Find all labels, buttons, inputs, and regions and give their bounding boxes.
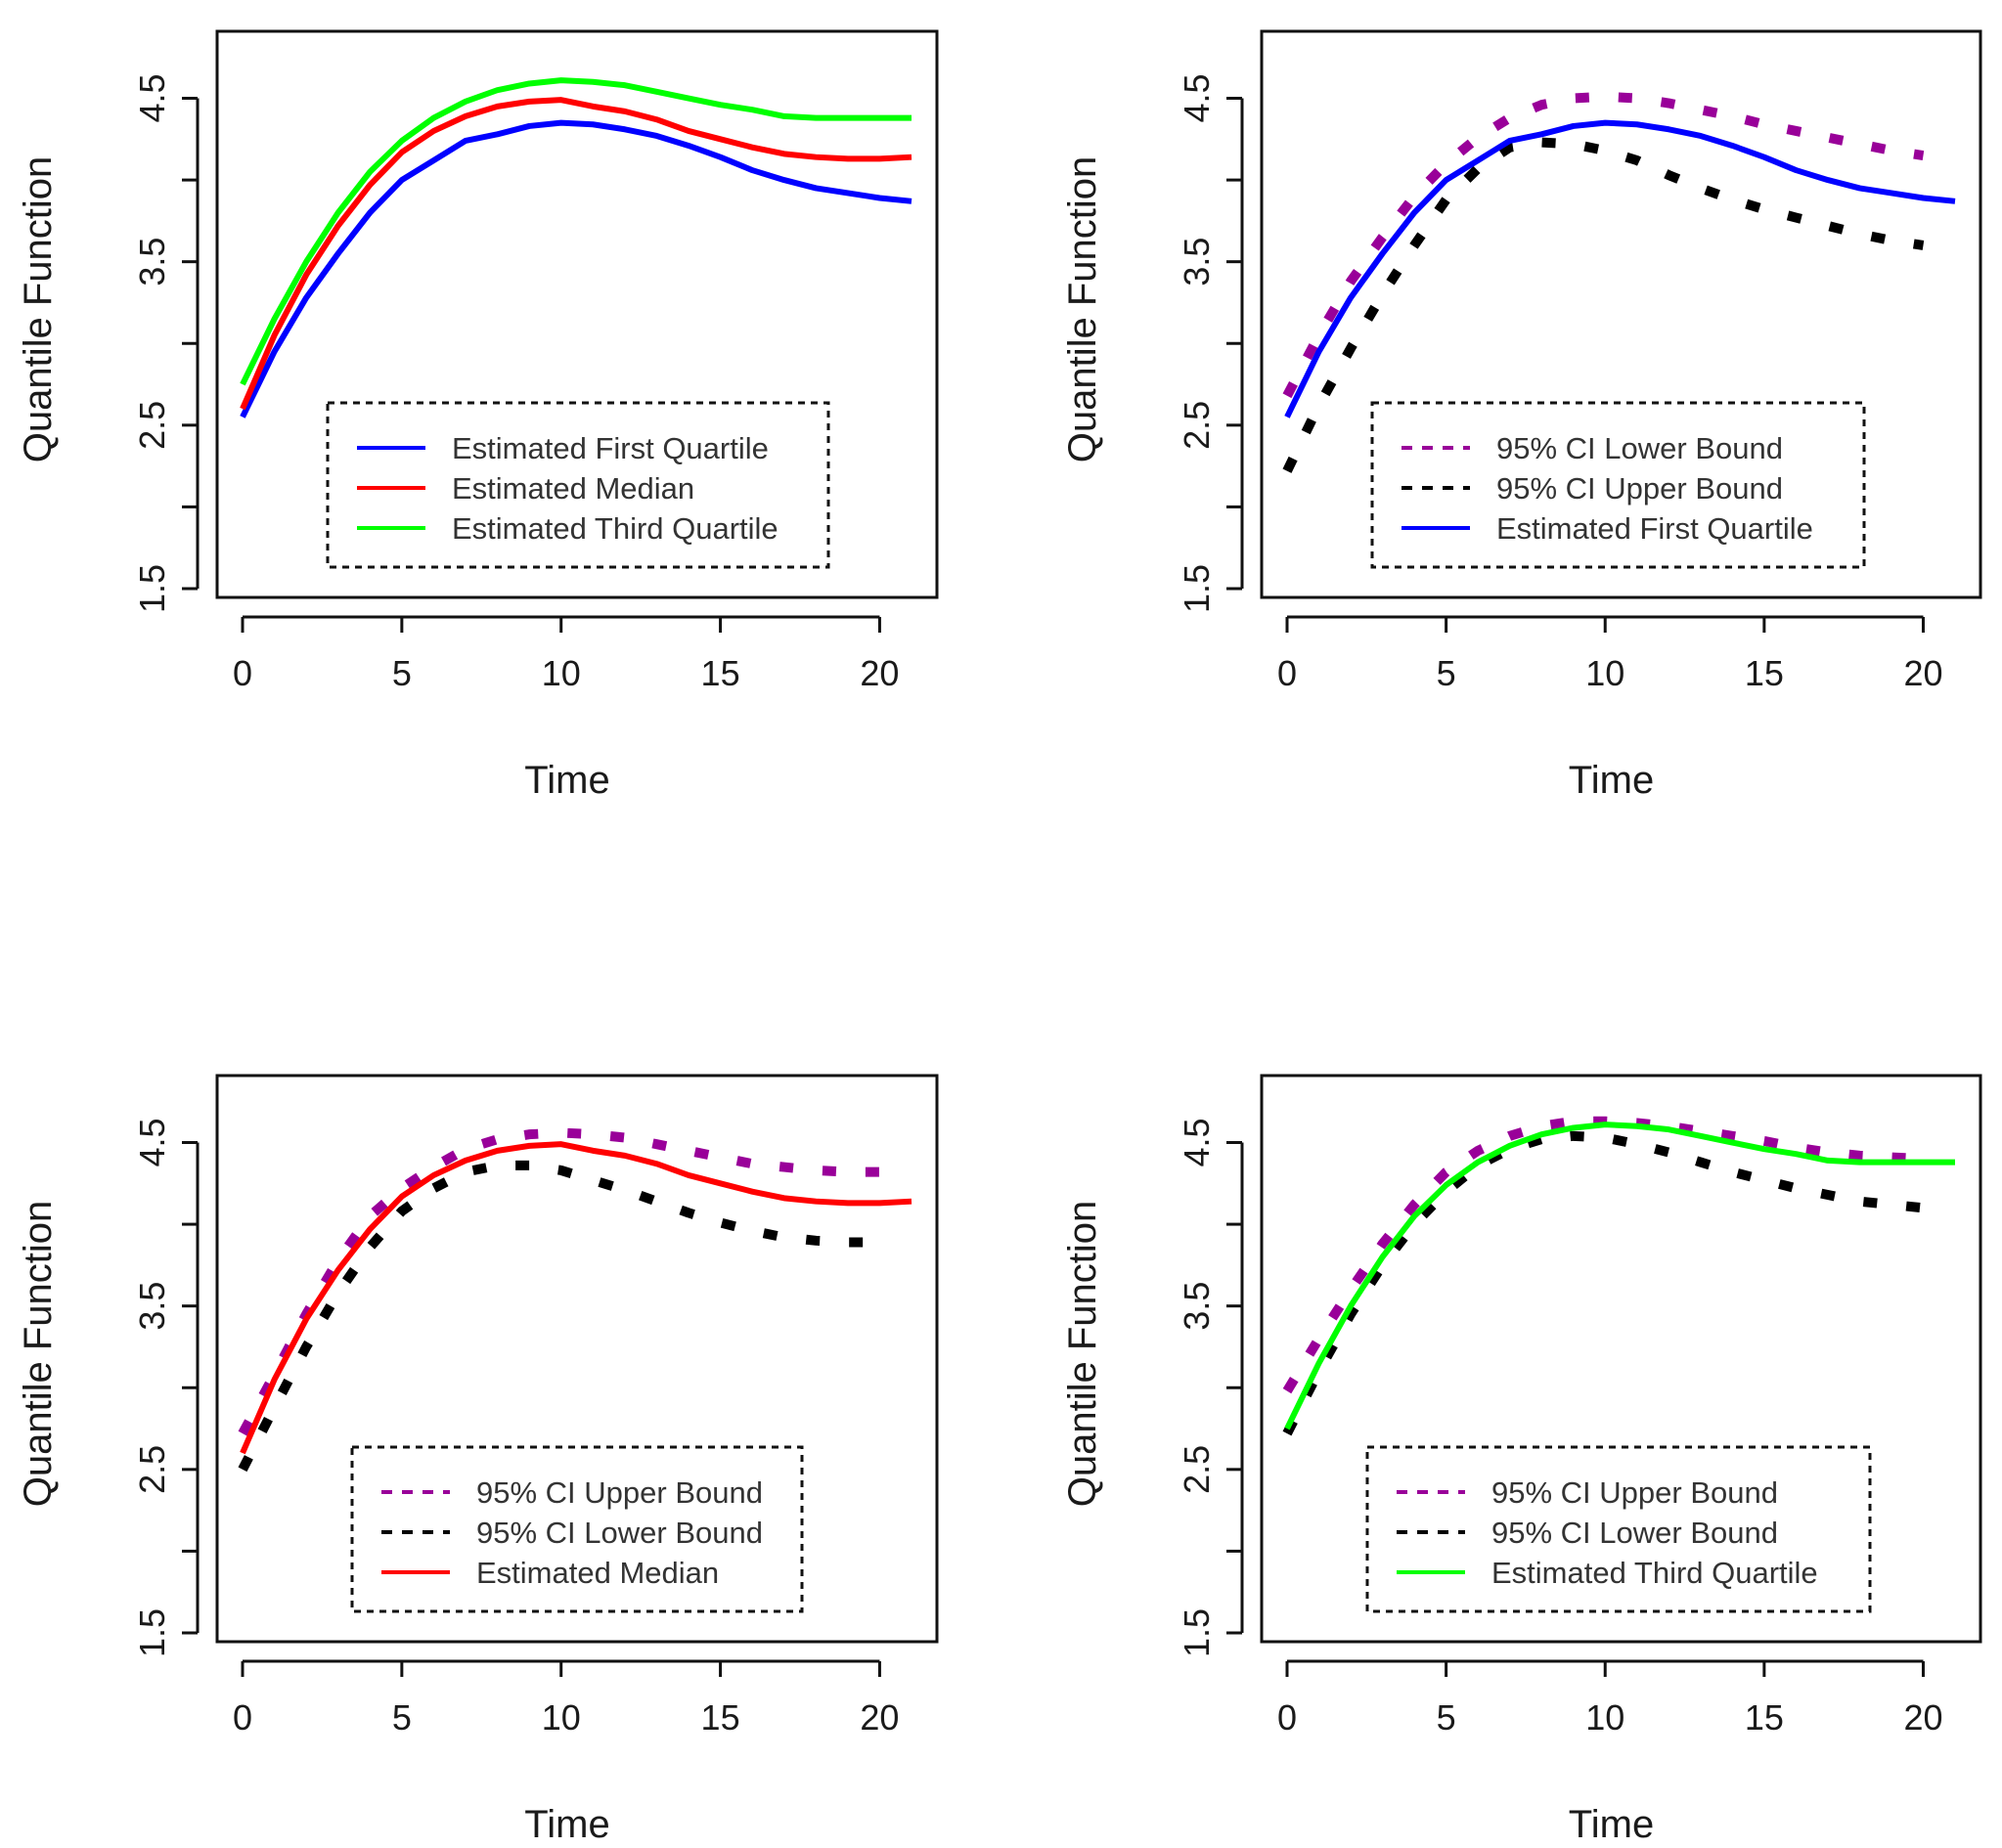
legend-label: 95% CI Lower Bound [476, 1516, 763, 1550]
x-tick-label: 5 [392, 653, 412, 693]
x-tick-label: 5 [1437, 653, 1456, 693]
y-axis-title: Quantile Function [1061, 1201, 1104, 1508]
y-tick-label: 3.5 [132, 238, 172, 286]
x-tick-label: 0 [233, 653, 252, 693]
x-axis-title: Time [1569, 1803, 1654, 1846]
series-line-95-ci-upper-bound [1282, 1116, 1924, 1394]
x-tick-label: 15 [1745, 1697, 1784, 1738]
x-tick-label: 0 [1277, 653, 1297, 693]
y-tick-label: 1.5 [1177, 564, 1217, 613]
legend-label: Estimated Median [476, 1556, 719, 1590]
series-line-95-ci-lower-bound [238, 1160, 880, 1473]
y-tick-label: 2.5 [1177, 401, 1217, 450]
y-axis-title: Quantile Function [1061, 156, 1104, 463]
series-line-estimated-first-quartile [240, 119, 912, 418]
x-tick-label: 15 [701, 1697, 740, 1738]
x-tick-label: 5 [392, 1697, 412, 1738]
y-tick-label: 2.5 [132, 401, 172, 450]
y-tick-label: 1.5 [1177, 1608, 1217, 1657]
panel-bottom-right: 0 5 10 15 20 1.5 2.5 3.5 4.5 Time Quantile Functio… [1061, 1074, 1982, 1846]
y-tick-label: 4.5 [1177, 1118, 1217, 1166]
series-line-95-ci-lower-bound [1282, 1130, 1924, 1436]
x-axis-title: Time [524, 759, 609, 802]
legend-label: 95% CI Upper Bound [1491, 1475, 1778, 1510]
x-axis-title: Time [524, 1803, 609, 1846]
x-tick-label: 20 [1903, 1697, 1942, 1738]
legend-label: Estimated First Quartile [452, 431, 769, 465]
legend-label: 95% CI Lower Bound [1491, 1516, 1778, 1550]
series-line-95-ci-upper-bound [238, 1127, 880, 1436]
x-tick-label: 10 [542, 1697, 581, 1738]
legend-box [350, 1445, 804, 1613]
plot-frame [215, 29, 939, 599]
y-tick-label: 4.5 [132, 1118, 172, 1166]
legend-label: Estimated Third Quartile [452, 511, 779, 546]
series-line-estimated-third-quartile [240, 77, 912, 386]
x-tick-label: 20 [860, 1697, 899, 1738]
x-tick-label: 15 [1745, 653, 1784, 693]
legend: 95% CI Upper Bound 95% CI Lower Bound Esti… [1365, 1445, 1872, 1613]
legend-label: 95% CI Upper Bound [1496, 471, 1783, 506]
x-tick-label: 0 [233, 1697, 252, 1738]
y-tick-label: 1.5 [132, 564, 172, 613]
x-tick-label: 10 [1585, 653, 1624, 693]
series-line-95-ci-lower-bound [1282, 91, 1925, 399]
legend-label: 95% CI Lower Bound [1496, 431, 1783, 465]
y-tick-label: 2.5 [1177, 1445, 1217, 1494]
legend-label: Estimated Median [452, 471, 694, 506]
legend: 95% CI Upper Bound 95% CI Lower Bound Esti… [350, 1445, 804, 1613]
y-tick-label: 1.5 [132, 1608, 172, 1657]
x-tick-label: 15 [701, 653, 740, 693]
panel-top-right: 0 5 10 15 20 1.5 2.5 3.5 4.5 Time Quantile Functio… [1061, 29, 1982, 802]
series-line-estimated-median [240, 97, 912, 411]
legend-box [326, 401, 830, 569]
y-tick-label: 3.5 [1177, 1282, 1217, 1331]
x-tick-label: 10 [542, 653, 581, 693]
legend-label: Estimated Third Quartile [1491, 1556, 1818, 1590]
x-tick-label: 20 [860, 653, 899, 693]
x-axis-title: Time [1569, 759, 1654, 802]
x-tick-label: 10 [1585, 1697, 1624, 1738]
y-tick-label: 3.5 [1177, 238, 1217, 286]
series-line-95-ci-upper-bound [1282, 137, 1925, 473]
series-line-estimated-third-quartile [1284, 1122, 1955, 1430]
x-tick-label: 20 [1903, 653, 1942, 693]
plot-frame [1260, 29, 1982, 599]
y-tick-label: 4.5 [132, 73, 172, 122]
plot-frame [215, 1074, 939, 1644]
panel-bottom-left: 0 5 10 15 20 1.5 2.5 3.5 4.5 Time Quantile Functio… [17, 1074, 939, 1846]
y-axis-title: Quantile Function [17, 156, 60, 463]
x-tick-label: 0 [1277, 1697, 1297, 1738]
x-tick-label: 5 [1437, 1697, 1456, 1738]
y-axis-title: Quantile Function [17, 1201, 60, 1508]
series-line-estimated-first-quartile [1284, 119, 1956, 418]
legend-box [1365, 1445, 1872, 1613]
legend-label: Estimated First Quartile [1496, 511, 1813, 546]
series-line-estimated-median [240, 1141, 912, 1455]
plot-frame [1260, 1074, 1982, 1644]
legend-label: 95% CI Upper Bound [476, 1475, 763, 1510]
y-tick-label: 3.5 [132, 1282, 172, 1331]
y-tick-label: 2.5 [132, 1445, 172, 1494]
panel-top-left: 0 5 10 15 20 1.5 2.5 3.5 4.5 Time Quantile Functio… [17, 29, 939, 802]
legend: Estimated First Quartile Estimated Median… [326, 401, 830, 569]
legend: 95% CI Lower Bound 95% CI Upper Bound Esti… [1370, 401, 1866, 569]
y-tick-label: 4.5 [1177, 73, 1217, 122]
legend-box [1370, 401, 1866, 569]
